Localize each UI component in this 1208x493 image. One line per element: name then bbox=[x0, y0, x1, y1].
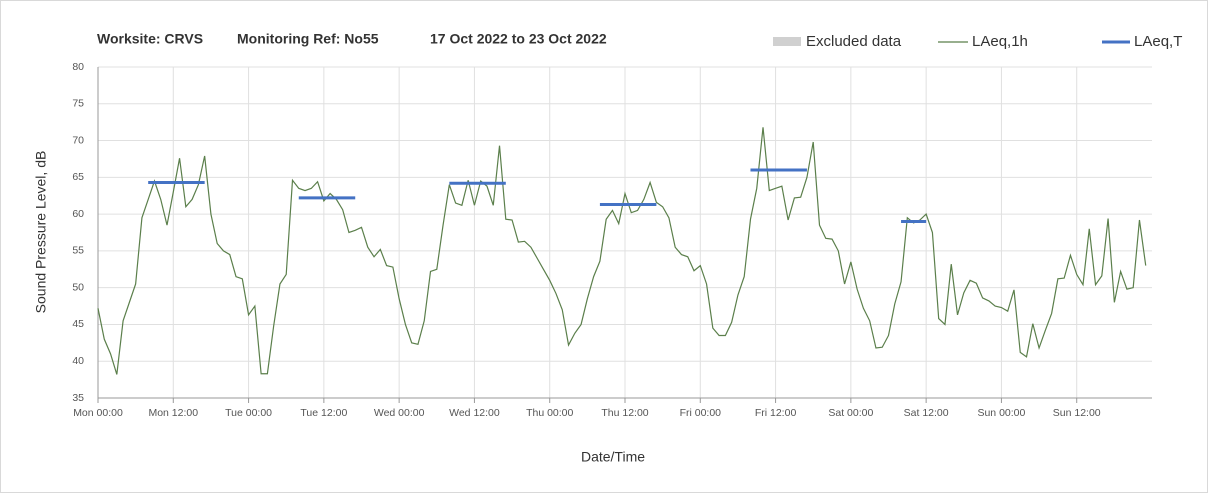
title-dates: 17 Oct 2022 to 23 Oct 2022 bbox=[430, 31, 607, 47]
y-tick-label: 55 bbox=[72, 245, 84, 257]
x-tick-label: Mon 00:00 bbox=[73, 407, 123, 419]
y-axis-title: Sound Pressure Level, dB bbox=[33, 151, 49, 314]
y-tick-label: 75 bbox=[72, 98, 84, 110]
x-axis-title: Date/Time bbox=[581, 449, 645, 465]
legend-swatch-excluded bbox=[773, 37, 801, 46]
y-tick-label: 40 bbox=[72, 355, 84, 367]
x-tick-label: Wed 00:00 bbox=[374, 407, 425, 419]
x-tick-label: Thu 00:00 bbox=[526, 407, 573, 419]
y-tick-label: 60 bbox=[72, 208, 84, 220]
y-tick-label: 80 bbox=[72, 61, 84, 73]
y-tick-label: 50 bbox=[72, 281, 84, 293]
x-tick-label: Tue 00:00 bbox=[225, 407, 272, 419]
legend-label: LAeq,T bbox=[1134, 33, 1182, 50]
x-tick-label: Sat 00:00 bbox=[828, 407, 873, 419]
x-tick-label: Sun 00:00 bbox=[977, 407, 1025, 419]
x-tick-label: Fri 12:00 bbox=[755, 407, 797, 419]
series-line bbox=[97, 127, 1147, 375]
y-tick-label: 35 bbox=[72, 392, 84, 404]
x-tick-label: Fri 00:00 bbox=[680, 407, 722, 419]
x-tick-label: Tue 12:00 bbox=[300, 407, 347, 419]
x-tick-label: Mon 12:00 bbox=[148, 407, 198, 419]
y-tick-label: 70 bbox=[72, 134, 84, 146]
x-tick-label: Sat 12:00 bbox=[904, 407, 949, 419]
y-tick-label: 65 bbox=[72, 171, 84, 183]
legend-label: Excluded data bbox=[806, 33, 902, 50]
x-tick-label: Wed 12:00 bbox=[449, 407, 500, 419]
x-tick-label: Sun 12:00 bbox=[1053, 407, 1101, 419]
title-site: Worksite: CRVS bbox=[97, 31, 203, 47]
x-tick-label: Thu 12:00 bbox=[601, 407, 648, 419]
y-tick-label: 45 bbox=[72, 318, 84, 330]
title-ref: Monitoring Ref: No55 bbox=[237, 31, 379, 47]
legend-label: LAeq,1h bbox=[972, 33, 1028, 50]
